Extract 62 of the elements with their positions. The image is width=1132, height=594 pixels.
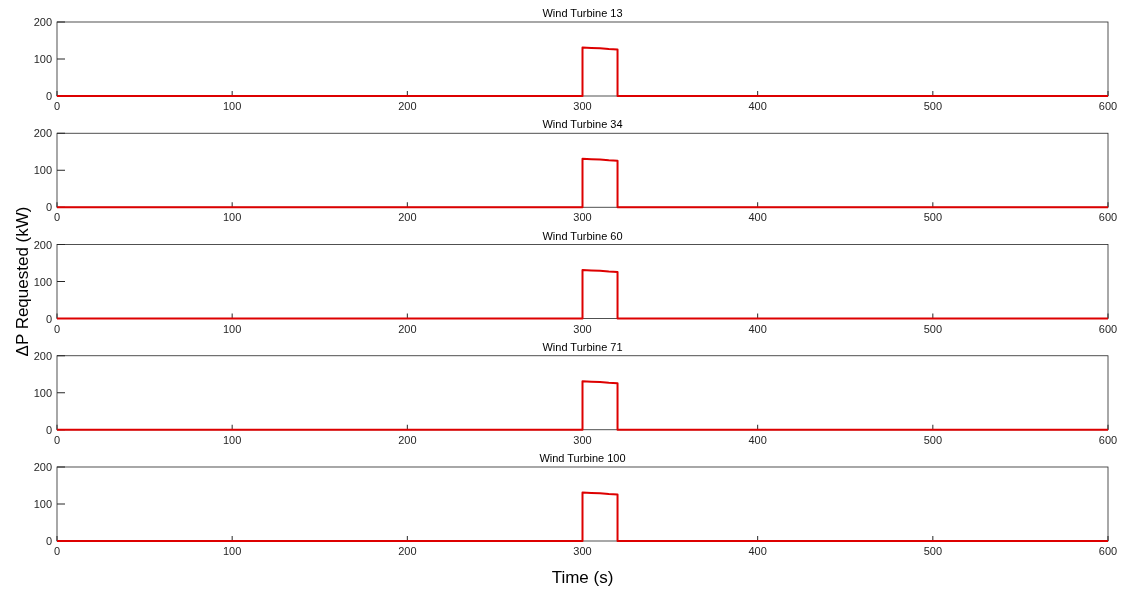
x-tick-label: 400 [748, 433, 767, 446]
x-axis-title: Time (s) [551, 568, 614, 587]
x-tick-label: 100 [222, 545, 242, 557]
x-tick-label: 0 [53, 100, 61, 112]
x-tick-label: 400 [748, 100, 767, 112]
y-axis-title: ΔP Requested (kW) [13, 206, 32, 357]
x-tick-label: 400 [748, 322, 767, 335]
y-tick-label: 100 [33, 53, 52, 65]
y-tick-label: 0 [45, 423, 52, 436]
x-tick-label: 100 [222, 211, 242, 224]
x-tick-label: 500 [923, 545, 943, 557]
x-tick-label: 600 [1098, 211, 1118, 224]
x-tick-label: 500 [923, 100, 943, 112]
y-tick-label: 100 [33, 386, 52, 399]
line-series [56, 46, 1109, 97]
y-tick-label: 200 [33, 127, 52, 140]
x-tick-label: 200 [398, 433, 417, 446]
chart-title: Wind Turbine 100 [539, 452, 626, 464]
y-tick-label: 0 [45, 201, 52, 214]
x-tick-label: 100 [222, 322, 242, 335]
x-tick-label: 600 [1098, 322, 1118, 335]
line-series [56, 157, 1109, 209]
chart-title: Wind Turbine 13 [542, 7, 623, 19]
chart-title: Wind Turbine 34 [542, 118, 623, 131]
y-tick-label: 200 [33, 461, 52, 473]
line-series [56, 491, 1109, 542]
x-tick-label: 200 [398, 545, 417, 557]
y-tick-label: 0 [45, 535, 52, 547]
x-tick-label: 600 [1098, 545, 1118, 557]
x-tick-label: 500 [923, 433, 943, 446]
chart-title: Wind Turbine 71 [542, 340, 623, 353]
x-tick-label: 100 [222, 433, 242, 446]
x-tick-label: 600 [1098, 433, 1118, 446]
x-tick-label: 100 [222, 100, 242, 112]
x-tick-label: 400 [748, 211, 767, 224]
x-tick-label: 500 [923, 211, 943, 224]
x-tick-label: 300 [573, 100, 592, 112]
chart-title: Wind Turbine 60 [542, 229, 623, 242]
y-tick-label: 0 [45, 90, 52, 102]
y-tick-label: 200 [33, 238, 52, 251]
y-tick-label: 0 [45, 312, 52, 325]
x-tick-label: 200 [398, 211, 417, 224]
y-tick-label: 100 [33, 164, 52, 177]
x-tick-label: 300 [573, 545, 592, 557]
x-tick-label: 0 [53, 545, 61, 557]
y-tick-label: 100 [33, 275, 52, 288]
x-tick-label: 300 [573, 211, 592, 224]
x-tick-label: 200 [398, 100, 417, 112]
x-tick-label: 600 [1098, 100, 1118, 112]
x-tick-label: 200 [398, 322, 417, 335]
line-series [56, 380, 1109, 431]
x-tick-label: 0 [53, 211, 61, 224]
x-tick-label: 400 [748, 545, 767, 557]
x-tick-label: 300 [573, 433, 592, 446]
x-tick-label: 0 [53, 433, 61, 446]
x-tick-label: 0 [53, 322, 61, 335]
x-tick-label: 500 [923, 322, 943, 335]
y-tick-label: 200 [33, 349, 52, 362]
y-tick-label: 100 [33, 498, 52, 510]
y-tick-label: 200 [33, 16, 52, 28]
line-series [56, 269, 1109, 320]
x-tick-label: 300 [573, 322, 592, 335]
